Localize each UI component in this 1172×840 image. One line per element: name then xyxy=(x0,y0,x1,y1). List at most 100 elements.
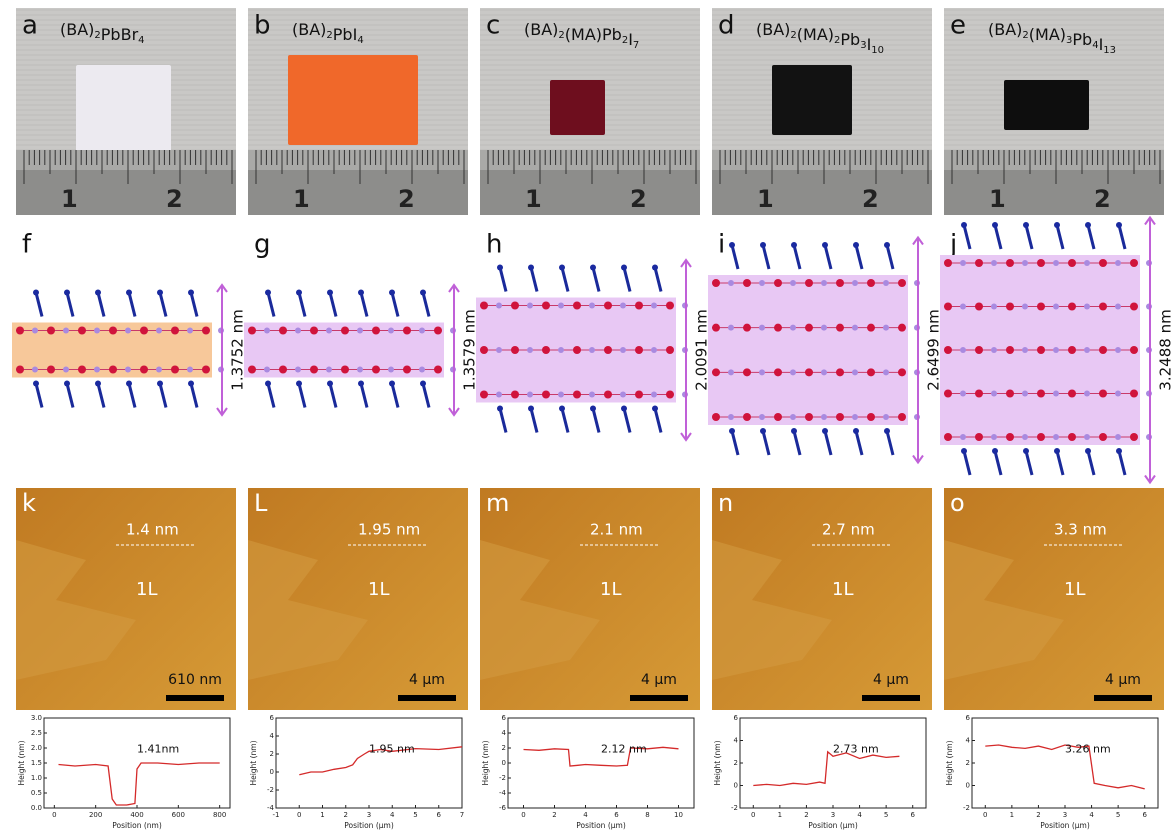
i-atom xyxy=(1053,303,1059,310)
pb-atom xyxy=(372,326,380,335)
x-tick-label: 0 xyxy=(983,811,987,819)
pb-atom xyxy=(944,302,952,311)
n-atom xyxy=(327,289,333,296)
pb-atom xyxy=(542,346,550,354)
ruler-edge xyxy=(16,150,236,170)
y-tick-label: 4 xyxy=(270,732,275,740)
n-atom xyxy=(961,448,967,454)
i-atom xyxy=(264,366,270,373)
formula-subscript: 10 xyxy=(871,45,884,56)
n-atom xyxy=(652,264,658,271)
ruler-edge xyxy=(944,150,1164,170)
x-tick-label: 0 xyxy=(52,811,56,819)
pb-atom xyxy=(1099,302,1107,311)
x-tick-label: 2 xyxy=(1036,811,1040,819)
i-atom xyxy=(94,366,100,373)
pb-atom xyxy=(712,279,720,287)
i-atom xyxy=(790,369,796,376)
formula-part: (MA) xyxy=(1029,25,1066,44)
organic-chain xyxy=(885,430,895,456)
pb-atom xyxy=(78,365,86,374)
n-atom xyxy=(590,405,596,412)
i-atom xyxy=(1115,434,1121,440)
formula-part: (MA) xyxy=(797,25,834,44)
organic-chain xyxy=(390,292,400,317)
x-tick-label: 10 xyxy=(674,811,683,819)
y-tick-label: 0 xyxy=(502,759,506,767)
height-profile xyxy=(299,746,463,776)
pb-atom xyxy=(1068,433,1076,441)
organic-chain xyxy=(65,292,75,317)
organic-chain xyxy=(266,292,276,317)
step-height: 3.3 nm xyxy=(1054,521,1107,539)
organic-chain xyxy=(993,450,1003,476)
pb-atom xyxy=(774,323,782,332)
pb-atom xyxy=(403,365,411,374)
n-atom xyxy=(265,380,271,387)
n-atom xyxy=(729,428,735,434)
sample-crystal xyxy=(1004,80,1089,130)
formula-subscript: 13 xyxy=(1103,45,1116,56)
pb-atom xyxy=(635,390,643,399)
i-atom xyxy=(960,434,966,440)
formula-part: (BA) xyxy=(292,20,326,39)
x-axis-label: Position (μm) xyxy=(344,821,394,830)
organic-chain xyxy=(96,383,106,408)
i-atom xyxy=(852,414,858,420)
i-atom xyxy=(589,302,595,309)
x-axis-label: Position (μm) xyxy=(576,821,626,830)
organic-chain xyxy=(1086,450,1096,476)
n-atom xyxy=(791,428,797,434)
i-atom xyxy=(187,327,193,334)
pb-atom xyxy=(743,279,751,287)
i-atom xyxy=(960,347,966,353)
organic-chain xyxy=(1024,450,1034,476)
i-atom xyxy=(156,327,162,334)
i-atom xyxy=(991,434,997,440)
x-axis-label: Position (μm) xyxy=(1040,821,1090,830)
x-tick-label: 5 xyxy=(1116,811,1120,819)
formula-part: Pb xyxy=(840,30,860,49)
n-atom xyxy=(420,380,426,387)
pb-atom xyxy=(202,326,210,335)
y-tick-label: 0 xyxy=(734,782,738,790)
pb-atom xyxy=(635,301,643,310)
arrow-head xyxy=(216,283,228,417)
n-atom xyxy=(389,289,395,296)
pb-atom xyxy=(805,323,813,332)
x-tick-label: 6 xyxy=(437,811,442,819)
i-atom xyxy=(125,366,131,373)
pb-atom xyxy=(279,365,287,374)
organic-chain xyxy=(529,267,539,292)
i-atom xyxy=(728,369,734,376)
y-tick-label: 0 xyxy=(966,782,970,790)
x-tick-label: 600 xyxy=(172,811,185,819)
pb-atom xyxy=(78,326,86,335)
pb-atom xyxy=(1099,433,1107,441)
n-atom xyxy=(64,380,70,387)
pb-atom xyxy=(1068,259,1076,267)
n-atom xyxy=(528,264,534,271)
y-tick-label: 0.0 xyxy=(31,804,42,812)
afm-terrace xyxy=(712,540,832,680)
i-atom xyxy=(620,347,626,353)
i-atom xyxy=(1053,347,1059,353)
i-atom xyxy=(883,324,889,331)
pb-atom xyxy=(1099,389,1107,398)
i-atom xyxy=(496,391,502,398)
i-atom xyxy=(991,303,997,310)
pb-atom xyxy=(604,346,612,354)
y-axis-label: Height (nm) xyxy=(17,740,26,785)
step-height: 2.1 nm xyxy=(590,521,643,539)
y-tick-label: -4 xyxy=(267,804,275,812)
i-atom xyxy=(527,347,533,353)
arrow-head xyxy=(912,235,924,465)
n-atom xyxy=(992,222,998,228)
organic-chain xyxy=(653,408,663,433)
ruler-number: 2 xyxy=(630,185,647,213)
ruler-number: 1 xyxy=(61,185,78,213)
n-atom xyxy=(327,380,333,387)
n-atom xyxy=(1054,222,1060,228)
pb-atom xyxy=(372,365,380,374)
i-atom xyxy=(1022,303,1028,310)
